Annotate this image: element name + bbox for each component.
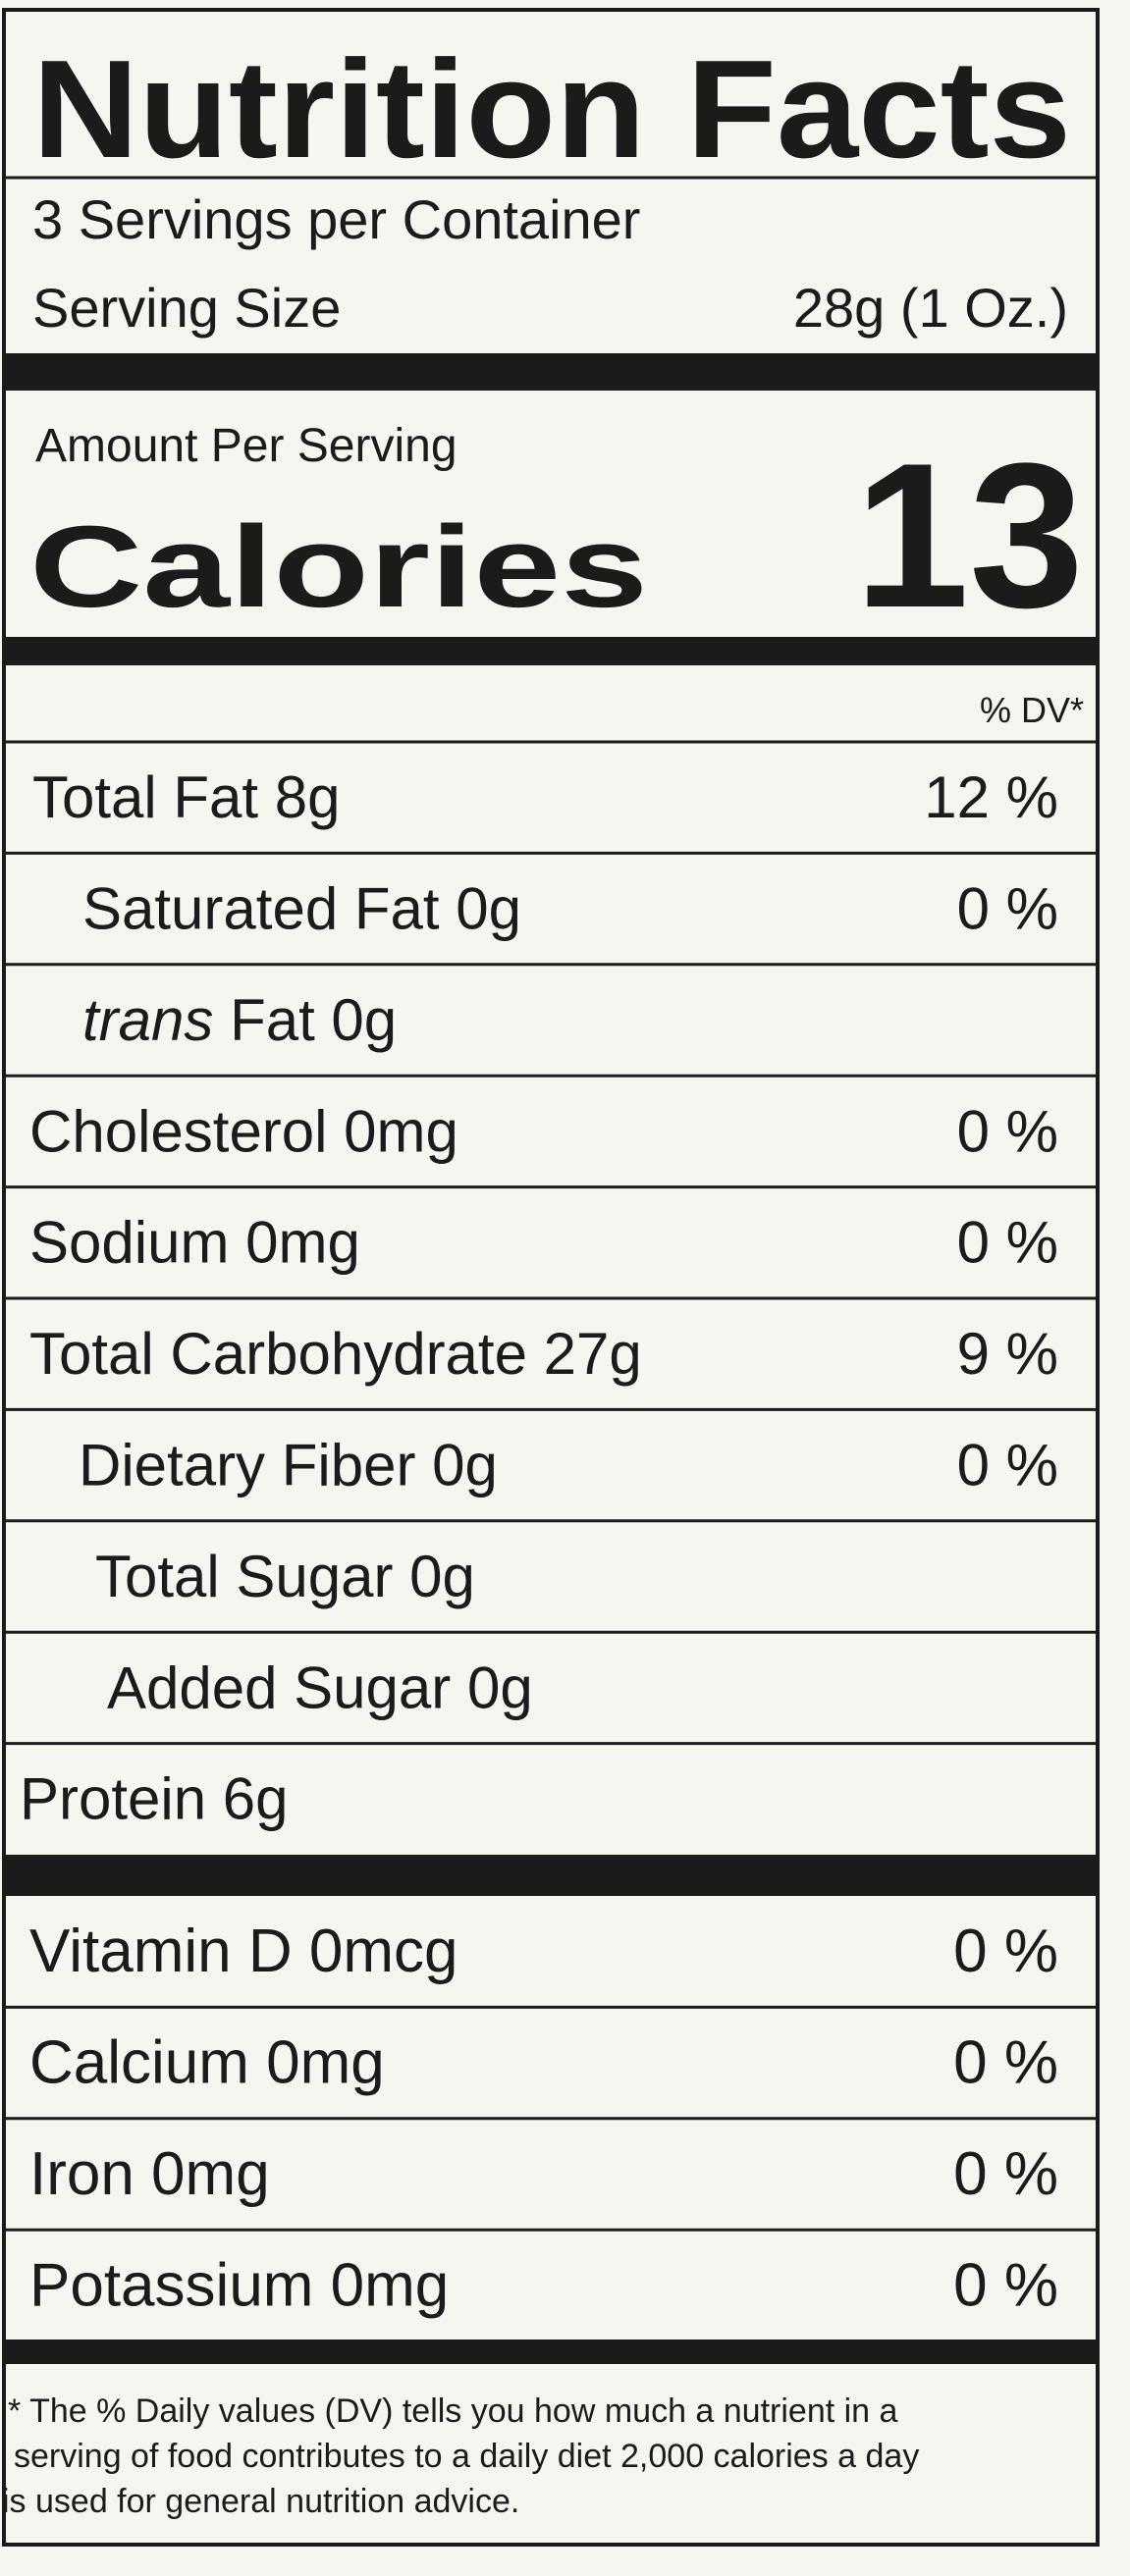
row-label: Iron 0mg <box>29 2140 270 2208</box>
row-label: Potassium 0mg <box>29 2251 449 2319</box>
row-label: Cholesterol 0mg <box>29 1098 458 1164</box>
thick-divider <box>4 353 1098 391</box>
title: Nutrition Facts <box>32 31 1071 187</box>
label-border <box>2 8 1100 2547</box>
serving-size-value: 28g (1 Oz.) <box>793 277 1068 339</box>
row-dv: 0 % <box>953 2251 1058 2319</box>
footnote-line: is used for general nutrition advice. <box>2 2483 519 2520</box>
row-label: Added Sugar 0g <box>107 1655 533 1720</box>
row-label: Protein 6g <box>20 1766 289 1832</box>
row-label: trans Fat 0g <box>82 987 397 1053</box>
row-dv: 9 % <box>957 1321 1058 1387</box>
rows: Total Fat 8g 12 % Saturated Fat 0g 0 % trans… <box>4 764 1098 2319</box>
thick-divider <box>4 637 1098 665</box>
row-label: Sodium 0mg <box>29 1210 360 1276</box>
row-dv: 12 % <box>924 764 1058 830</box>
serving-size-label: Serving Size <box>32 277 341 339</box>
thick-divider <box>4 1855 1098 1896</box>
calories-value: 13 <box>854 420 1084 651</box>
row-dv: 0 % <box>957 1210 1058 1276</box>
footnote-line: serving of food contributes to a daily d… <box>14 2438 919 2475</box>
row-label: Total Carbohydrate 27g <box>29 1321 642 1387</box>
footnote-line: * The % Daily values (DV) tells you how … <box>8 2392 898 2430</box>
thick-divider <box>4 2339 1098 2364</box>
row-label: Total Sugar 0g <box>95 1544 475 1609</box>
row-label: Vitamin D 0mcg <box>29 1918 457 1985</box>
row-dv: 0 % <box>953 2029 1058 2097</box>
row-label: Total Fat 8g <box>32 764 341 830</box>
calories-label: Calories <box>29 502 648 632</box>
row-label: Dietary Fiber 0g <box>79 1433 498 1498</box>
row-dv: 0 % <box>957 1098 1058 1164</box>
row-label: Calcium 0mg <box>29 2029 385 2097</box>
row-label: Saturated Fat 0g <box>82 876 521 942</box>
row-dv: 0 % <box>953 2140 1058 2208</box>
servings: 3 Servings per Container <box>32 188 640 250</box>
row-dv: 0 % <box>957 1433 1058 1498</box>
row-label-text: Fat 0g <box>230 987 397 1053</box>
row-dv: 0 % <box>957 876 1058 942</box>
footnote: * The % Daily values (DV) tells you how … <box>2 2392 919 2520</box>
amount-per-serving: Amount Per Serving <box>35 420 457 472</box>
dv-header: % DV* <box>980 690 1084 730</box>
row-label-italic: trans <box>82 987 213 1053</box>
row-dv: 0 % <box>953 1918 1058 1985</box>
